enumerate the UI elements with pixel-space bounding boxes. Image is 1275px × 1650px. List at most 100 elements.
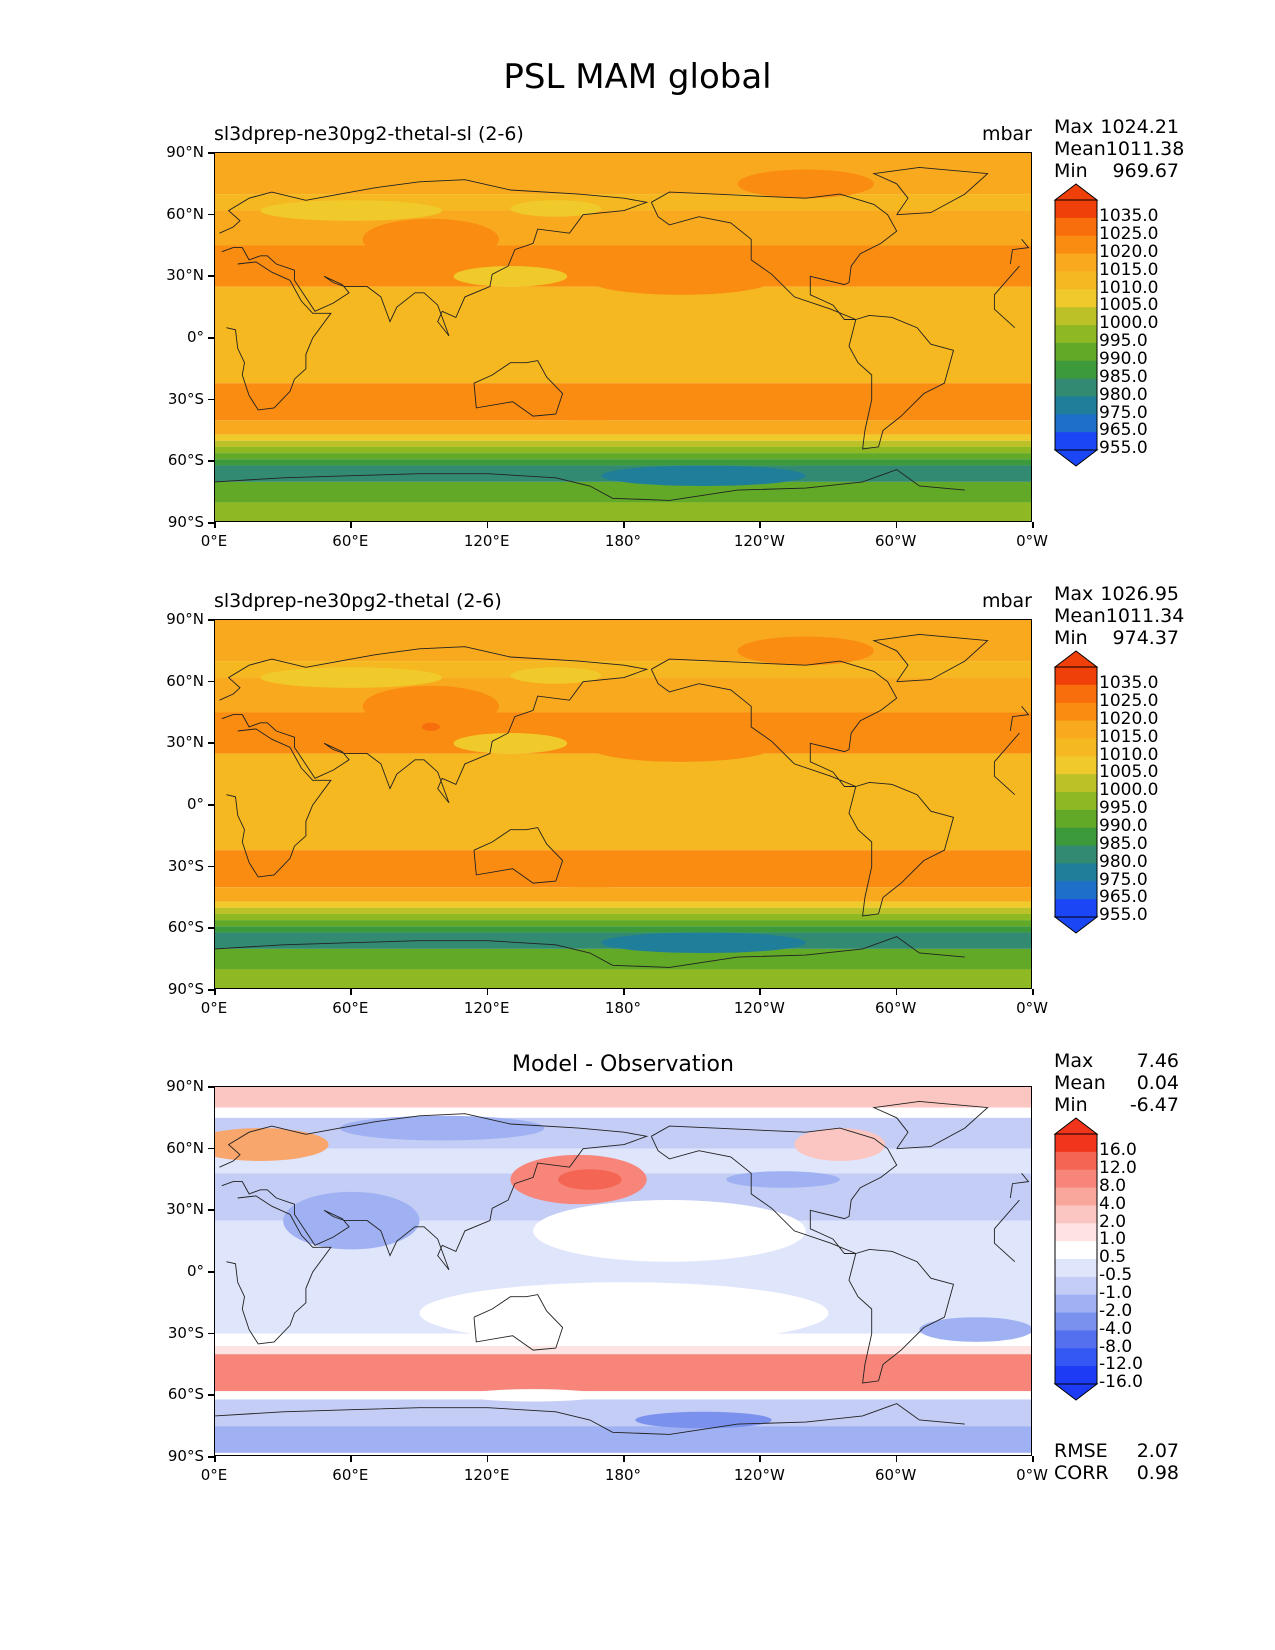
field-blob	[260, 200, 443, 221]
field-blob	[453, 733, 568, 754]
field-blob	[737, 169, 874, 199]
colorbar-tick-label: 1020.0	[1099, 241, 1159, 262]
stats-block: Max 1026.95 Mean 1011.34 Min 974.37	[1054, 583, 1184, 649]
lat-tick-label: 90°S	[167, 513, 204, 531]
stats-value: 1011.38	[1105, 138, 1185, 160]
stats-row: Max 1024.21	[1054, 116, 1179, 138]
field-band	[215, 907, 1031, 914]
colorbar-segment	[1055, 1205, 1097, 1224]
stats-label: Max	[1054, 583, 1094, 605]
colorbar-tick-label: 1010.0	[1099, 277, 1159, 298]
colorbar-tick-label: 995.0	[1099, 798, 1148, 819]
colorbar-segment	[1055, 899, 1097, 918]
colorbar-tick-label: -8.0	[1099, 1336, 1133, 1357]
map-plot	[214, 1086, 1032, 1456]
lon-tick-mark	[350, 1456, 352, 1462]
map-field	[215, 620, 1031, 988]
metrics-row: CORR 0.98	[1054, 1462, 1179, 1484]
lat-tick-mark	[208, 680, 214, 683]
field-blob	[533, 1200, 806, 1262]
field-blob	[726, 1171, 840, 1188]
coastline-path	[219, 1113, 1030, 1271]
lon-tick-mark	[350, 989, 352, 995]
stats-row: Mean 1011.38	[1054, 138, 1184, 160]
coastline-path	[215, 1403, 965, 1435]
lat-tick-label: 0°	[186, 795, 204, 813]
lat-tick-mark	[208, 398, 214, 401]
stats-label: Min	[1054, 160, 1088, 182]
field-blob	[453, 391, 727, 421]
lon-tick-label: 60°E	[332, 1466, 369, 1484]
stats-value: 7.46	[1136, 1050, 1179, 1072]
colorbar	[1053, 650, 1099, 934]
lat-tick-label: 60°S	[167, 918, 204, 937]
colorbar-tick-label: 8.0	[1099, 1175, 1127, 1196]
coastline-path	[872, 633, 989, 683]
lat-tick-label: 60°N	[166, 1138, 204, 1157]
colorbar-segment	[1055, 1134, 1097, 1153]
colorbar-segment	[1055, 1294, 1097, 1314]
field-blob	[558, 1169, 622, 1190]
field-blob	[453, 266, 568, 287]
lat-tick-label: 30°S	[167, 856, 204, 875]
colorbar-segment	[1055, 307, 1097, 326]
colorbar-tick-label: 0.5	[1099, 1247, 1127, 1268]
coastline-path	[848, 1248, 955, 1384]
lat-tick-mark	[208, 865, 214, 868]
lon-tick-mark	[1032, 522, 1034, 528]
field-blob	[215, 401, 256, 419]
colorbar-segment	[1055, 1348, 1097, 1367]
colorbar-segment	[1055, 1276, 1097, 1296]
lat-tick-mark	[208, 152, 214, 154]
colorbar-tick-label: 990.0	[1099, 348, 1148, 369]
stats-row: Mean 0.04	[1054, 1072, 1179, 1094]
lat-tick-label: 30°N	[166, 1200, 204, 1219]
panel-model-alt: sl3dprep-ne30pg2-thetal (2-6) mbar Max 1026…	[0, 0, 1275, 1017]
field-blob	[215, 868, 256, 886]
field-band	[215, 286, 1031, 384]
lon-tick-label: 0°E	[200, 1466, 228, 1484]
field-band	[215, 1354, 1031, 1392]
coastline-path	[872, 1100, 989, 1150]
field-band	[215, 1087, 1031, 1108]
lon-tick-mark	[350, 522, 352, 528]
field-blob	[421, 722, 440, 731]
coastline-path	[650, 191, 898, 320]
stats-value: 1026.95	[1100, 583, 1179, 605]
colorbar-outline	[1054, 666, 1098, 918]
stats-row: Max 1026.95	[1054, 583, 1179, 605]
colorbar-tick-label: 1.0	[1099, 1229, 1127, 1250]
stats-value: 1024.21	[1100, 116, 1179, 138]
colorbar-extend-max	[1053, 1117, 1099, 1135]
field-blob	[339, 1115, 545, 1141]
colorbar-segment	[1055, 271, 1097, 290]
colorbar-outline	[1054, 1133, 1098, 1385]
field-blob	[737, 636, 874, 666]
panel-title-center: Model - Observation	[512, 1052, 734, 1077]
stats-label: Mean	[1054, 138, 1106, 160]
stats-label: Mean	[1054, 605, 1106, 627]
lat-tick-mark	[208, 1456, 214, 1458]
field-band	[215, 502, 1031, 521]
stats-row: Min -6.47	[1054, 1094, 1179, 1116]
field-blob	[601, 465, 806, 486]
lat-tick-mark	[208, 213, 214, 216]
colorbar-segment	[1055, 738, 1097, 757]
coastlines	[215, 633, 1030, 968]
lat-tick-mark	[208, 522, 214, 524]
field-band	[215, 434, 1031, 441]
stats-row: Min 974.37	[1054, 627, 1179, 649]
field-band	[215, 969, 1031, 988]
coastline-path	[226, 261, 1020, 411]
colorbar-tick-label: -0.5	[1099, 1265, 1133, 1286]
colorbar-tick-label: 1000.0	[1099, 780, 1159, 801]
field-blob	[419, 1282, 829, 1344]
colorbar-segment	[1055, 253, 1097, 272]
map-plot	[214, 152, 1032, 522]
colorbar	[1053, 183, 1099, 467]
field-band	[215, 887, 1031, 902]
panel-units: mbar	[981, 123, 1032, 145]
field-band	[215, 459, 1031, 466]
lat-tick-mark	[208, 742, 214, 744]
lat-tick-mark	[208, 1086, 214, 1088]
